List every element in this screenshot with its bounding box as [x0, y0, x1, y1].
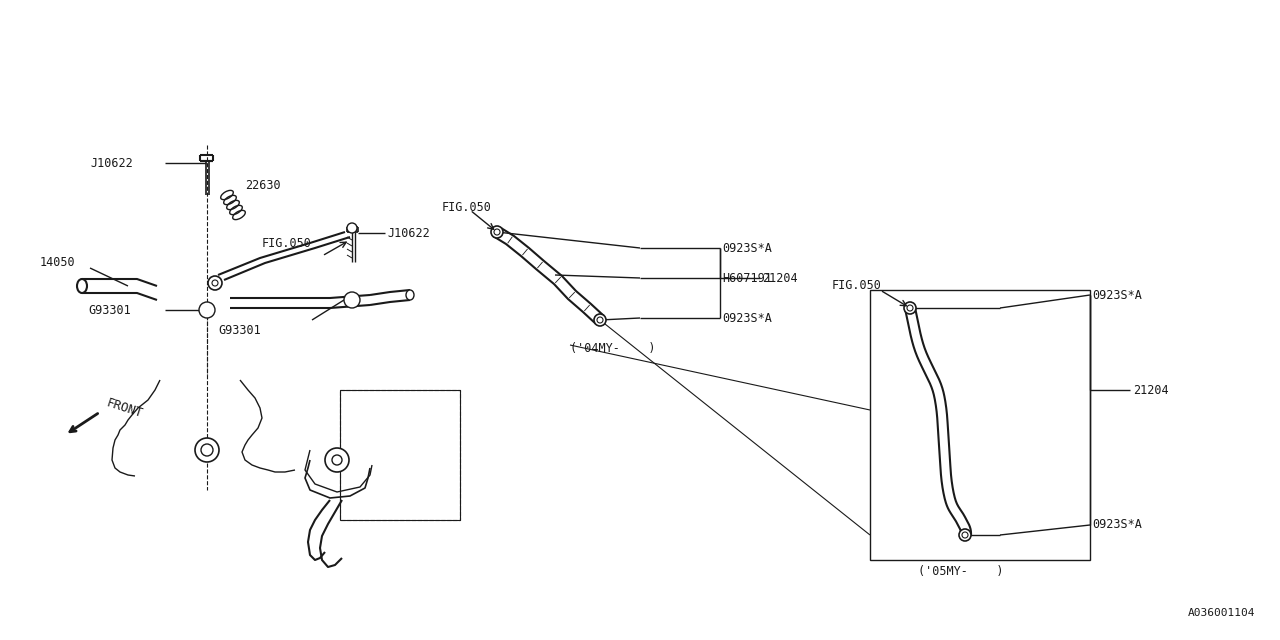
Text: FIG.050: FIG.050 [442, 200, 492, 214]
Circle shape [201, 444, 212, 456]
Text: FRONT: FRONT [105, 396, 145, 420]
Bar [870, 290, 1091, 560]
Text: 0923S*A: 0923S*A [722, 241, 772, 255]
Text: 0923S*A: 0923S*A [1092, 289, 1142, 301]
Text: 22630: 22630 [244, 179, 280, 191]
Circle shape [347, 223, 357, 233]
Text: G93301: G93301 [218, 323, 261, 337]
Circle shape [596, 317, 603, 323]
Circle shape [908, 305, 913, 311]
Text: 0923S*A: 0923S*A [1092, 518, 1142, 531]
Text: J10622: J10622 [387, 227, 430, 239]
Circle shape [332, 455, 342, 465]
Text: J10622: J10622 [90, 157, 133, 170]
Ellipse shape [406, 290, 413, 300]
Circle shape [198, 302, 215, 318]
Text: ('05MY-    ): ('05MY- ) [918, 566, 1004, 579]
Circle shape [494, 229, 500, 235]
Circle shape [963, 532, 968, 538]
Ellipse shape [77, 279, 87, 293]
Circle shape [344, 292, 360, 308]
Text: A036001104: A036001104 [1188, 608, 1254, 618]
Circle shape [904, 302, 916, 314]
Bar [340, 390, 460, 520]
Circle shape [492, 226, 503, 238]
Circle shape [195, 438, 219, 462]
Text: FIG.050: FIG.050 [832, 278, 882, 291]
Text: 21204: 21204 [1133, 383, 1169, 397]
Circle shape [959, 529, 972, 541]
Circle shape [212, 280, 218, 286]
Text: 0923S*A: 0923S*A [722, 312, 772, 324]
Text: 14050: 14050 [40, 255, 76, 269]
Text: H607191: H607191 [722, 271, 772, 285]
Circle shape [209, 276, 221, 290]
Text: 21204: 21204 [762, 271, 797, 285]
Text: FIG.050: FIG.050 [262, 237, 312, 250]
Circle shape [325, 448, 349, 472]
Text: ('04MY-    ): ('04MY- ) [570, 342, 655, 355]
Text: G93301: G93301 [88, 303, 131, 317]
Circle shape [594, 314, 605, 326]
